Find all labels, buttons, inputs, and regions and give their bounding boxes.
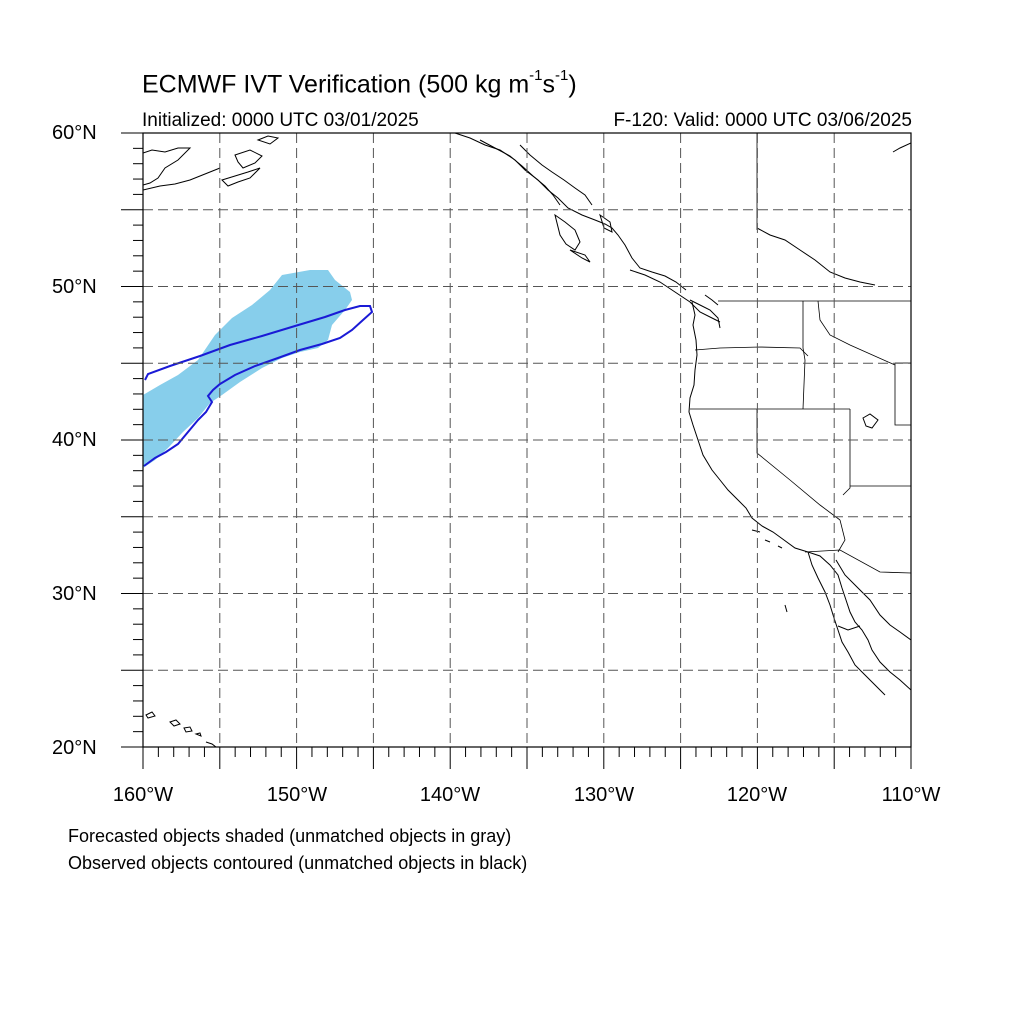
lat-label-50n: 50°N (52, 276, 97, 298)
lat-label-60n: 60°N (52, 122, 97, 144)
lon-label-130w: 130°W (573, 784, 635, 806)
lon-label-160w: 160°W (112, 784, 174, 806)
lat-label-40n: 40°N (52, 429, 97, 451)
political-borders (690, 133, 911, 574)
footnote-observed: Observed objects contoured (unmatched ob… (68, 853, 528, 873)
lat-label-30n: 30°N (52, 583, 97, 605)
lon-label-110w: 110°W (881, 784, 941, 806)
init-time-label: Initialized: 0000 UTC 03/01/2025 (142, 110, 419, 131)
valid-time-label: F-120: Valid: 0000 UTC 03/06/2025 (613, 110, 912, 131)
map-content (143, 133, 911, 747)
lon-label-150w: 150°W (266, 784, 328, 806)
map-title: ECMWF IVT Verification (500 kg m-1s-1) (142, 67, 577, 99)
gridlines (143, 133, 911, 747)
title-exp2: -1 (555, 67, 569, 84)
coastlines (143, 133, 911, 747)
observed-object-contour (143, 305, 374, 467)
title-main: ECMWF IVT Verification (500 kg m (142, 70, 530, 99)
lat-label-20n: 20°N (52, 737, 97, 759)
lon-label-120w: 120°W (726, 784, 788, 806)
lon-label-140w: 140°W (419, 784, 481, 806)
axis-ticks (121, 132, 912, 769)
title-close: ) (568, 70, 577, 99)
footnote-forecast: Forecasted objects shaded (unmatched obj… (68, 826, 512, 846)
title-exp1: -1 (529, 67, 543, 84)
title-mid: s (542, 70, 556, 99)
